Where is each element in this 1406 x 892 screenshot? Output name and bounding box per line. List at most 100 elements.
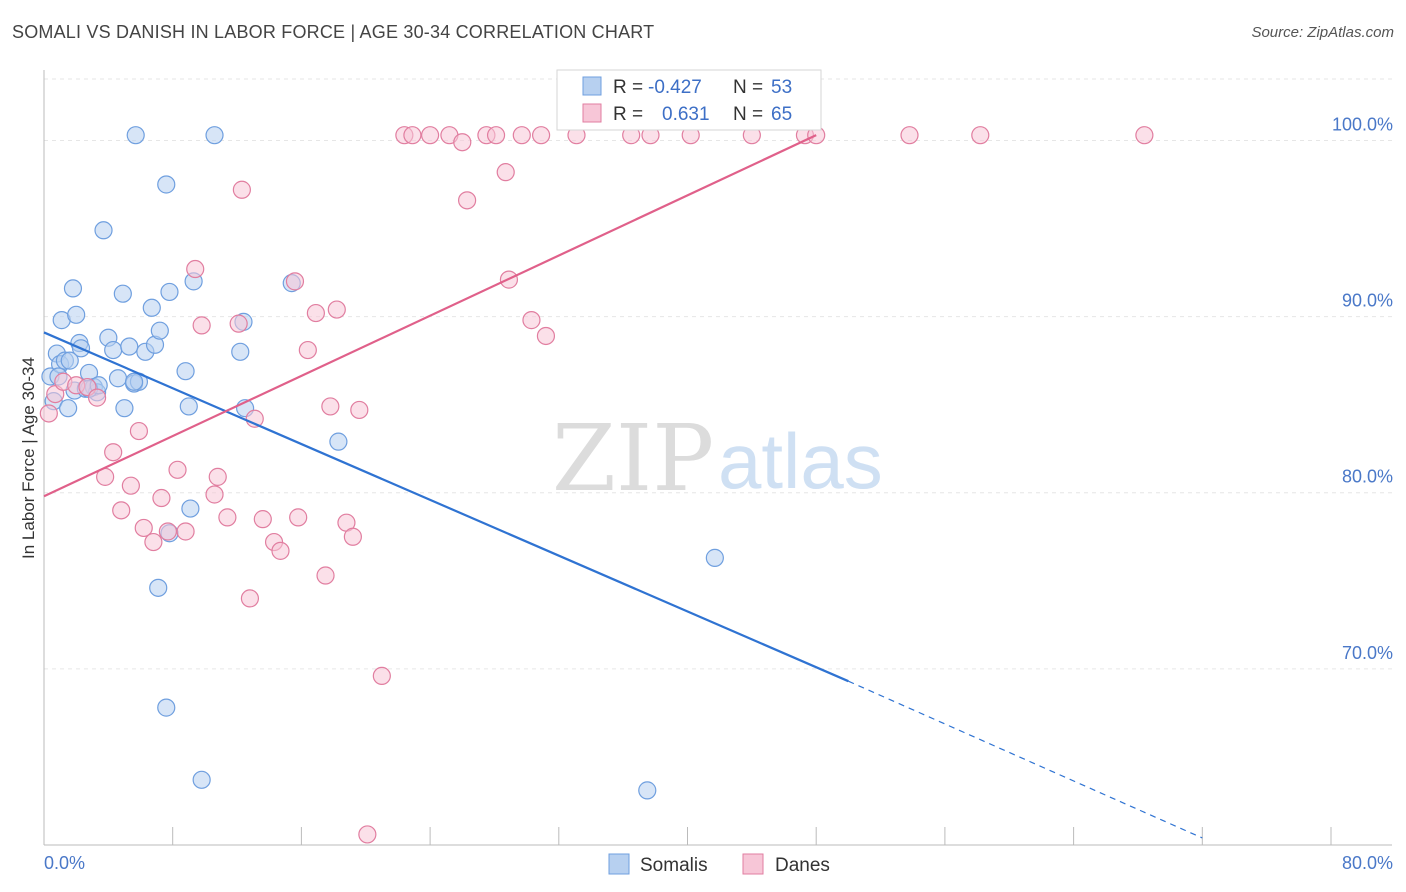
point-somalis-29 [150, 321, 169, 340]
point-somalis-37 [205, 126, 224, 145]
chart-source: Source: ZipAtlas.com [1251, 24, 1394, 41]
point-somalis-7 [63, 279, 83, 298]
trend-line-somalis-extension [848, 680, 1203, 839]
point-somalis-27 [142, 298, 161, 317]
point-danes-53 [532, 126, 551, 145]
point-danes-14 [158, 522, 177, 541]
point-somalis-24 [126, 126, 145, 145]
point-danes-63 [971, 126, 990, 145]
point-danes-16 [176, 522, 195, 541]
point-danes-29 [285, 272, 305, 291]
point-danes-15 [168, 460, 187, 479]
stats-box: R = -0.427 N = 53 R = 0.631 N = 65 [556, 69, 822, 131]
point-danes-51 [512, 126, 531, 145]
stats-r-value-danes: 0.631 [662, 104, 710, 125]
point-danes-35 [327, 300, 346, 319]
point-danes-0 [39, 404, 58, 423]
point-danes-34 [321, 397, 340, 416]
x-tick-label-min: 0.0% [44, 853, 85, 873]
point-danes-5 [87, 388, 107, 407]
watermark-atlas: atlas [718, 417, 883, 505]
point-somalis-50 [60, 351, 79, 370]
point-danes-11 [134, 518, 153, 538]
point-danes-46 [458, 191, 477, 210]
trend-lines [43, 134, 1203, 839]
point-danes-52 [522, 311, 541, 330]
y-tick-label-2: 80.0% [1342, 467, 1393, 487]
trend-line-danes [43, 134, 817, 498]
point-somalis-42 [329, 432, 348, 451]
grid-lines [44, 78, 1392, 670]
point-somalis-9 [67, 305, 86, 324]
point-somalis-43 [149, 578, 168, 597]
stats-r-value-somalis: -0.427 [648, 77, 702, 98]
point-danes-62 [900, 126, 919, 145]
point-danes-32 [306, 303, 325, 323]
point-danes-19 [205, 485, 224, 504]
axes [43, 70, 1392, 846]
point-danes-40 [372, 666, 391, 686]
point-danes-18 [192, 316, 211, 335]
stats-n-value-danes: 65 [771, 104, 792, 125]
trend-line-somalis [43, 331, 849, 683]
watermark: ZIP atlas [552, 405, 883, 512]
point-danes-21 [218, 508, 237, 527]
point-danes-8 [112, 501, 131, 520]
point-danes-43 [421, 126, 440, 145]
y-tick-label-3: 70.0% [1342, 643, 1393, 663]
point-somalis-38 [231, 342, 250, 361]
stats-r-label-danes: R = [613, 104, 643, 125]
chart-title: SOMALI VS DANISH IN LABOR FORCE | AGE 30… [12, 22, 655, 42]
data-points [39, 126, 1154, 844]
tick-labels: 100.0% 90.0% 80.0% 70.0% 0.0% 80.0% [44, 114, 1393, 873]
point-danes-37 [343, 527, 362, 546]
y-tick-label-1: 90.0% [1342, 291, 1393, 311]
point-danes-48 [486, 126, 506, 145]
stats-swatch-somalis [582, 76, 602, 96]
point-somalis-20 [113, 284, 132, 303]
point-somalis-16 [94, 221, 113, 240]
point-somalis-30 [157, 175, 176, 194]
stats-n-value-somalis: 53 [771, 77, 792, 98]
point-danes-30 [289, 508, 308, 527]
legend: Somalis Danes [608, 853, 830, 876]
point-danes-13 [152, 488, 171, 508]
point-somalis-6 [59, 399, 78, 418]
point-somalis-21 [115, 399, 134, 418]
x-tick-label-max: 80.0% [1342, 853, 1393, 873]
stats-n-label-danes: N = [733, 104, 763, 125]
point-danes-42 [403, 126, 422, 145]
point-danes-33 [316, 566, 335, 585]
point-danes-64 [1135, 126, 1154, 145]
point-danes-54 [536, 326, 556, 346]
point-danes-38 [350, 400, 369, 420]
legend-swatch-danes[interactable] [742, 853, 764, 875]
point-danes-22 [229, 314, 248, 333]
point-danes-31 [298, 340, 317, 360]
point-danes-7 [104, 443, 123, 462]
point-danes-39 [358, 825, 377, 844]
point-danes-23 [232, 180, 251, 199]
point-somalis-18 [104, 340, 123, 360]
watermark-zip: ZIP [552, 405, 714, 512]
legend-label-somalis[interactable]: Somalis [640, 855, 708, 876]
point-danes-9 [121, 476, 140, 495]
point-somalis-52 [124, 372, 144, 391]
stats-swatch-danes [582, 103, 602, 123]
stats-n-label-somalis: N = [733, 77, 763, 98]
point-somalis-19 [108, 369, 128, 388]
y-tick-label-0: 100.0% [1332, 114, 1393, 134]
point-somalis-34 [181, 499, 200, 518]
stats-r-label-somalis: R = [613, 77, 643, 98]
point-somalis-47 [705, 548, 724, 567]
point-danes-10 [129, 421, 149, 441]
point-danes-28 [271, 541, 290, 560]
point-somalis-45 [157, 698, 176, 717]
legend-label-danes[interactable]: Danes [775, 855, 830, 876]
point-somalis-22 [120, 337, 139, 356]
point-danes-49 [496, 163, 515, 182]
point-danes-12 [144, 532, 163, 552]
point-somalis-36 [192, 770, 211, 789]
legend-swatch-somalis[interactable] [608, 853, 630, 875]
